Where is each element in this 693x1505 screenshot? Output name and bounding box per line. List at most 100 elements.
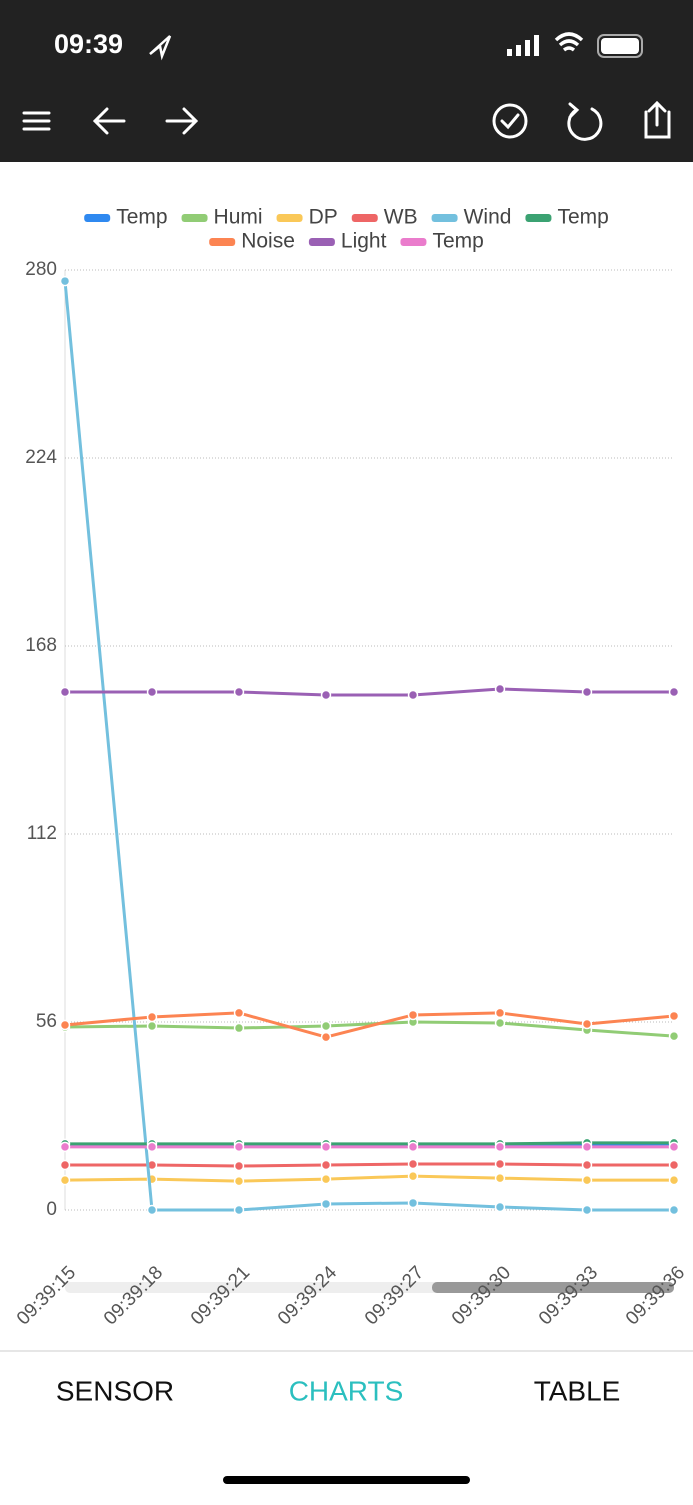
y-tick-label: 112 — [27, 823, 57, 844]
wifi-icon — [554, 32, 584, 52]
data-point — [233, 1007, 245, 1019]
data-point — [581, 686, 593, 698]
legend-item[interactable]: Humi — [181, 206, 263, 229]
data-point — [320, 1198, 332, 1210]
data-point — [59, 1174, 71, 1186]
signal-icon — [507, 35, 539, 56]
check-button[interactable] — [492, 103, 528, 139]
legend-item[interactable]: DP — [276, 206, 338, 229]
legend-label: DP — [309, 206, 338, 229]
legend-swatch — [431, 214, 458, 222]
legend-label: Light — [341, 230, 387, 253]
location-icon — [149, 35, 172, 61]
tab-sensor[interactable]: SENSOR — [56, 1375, 174, 1406]
tab-charts[interactable]: CHARTS — [289, 1375, 404, 1406]
back-button[interactable] — [92, 107, 126, 135]
data-point — [494, 683, 506, 695]
y-tick-label: 224 — [25, 447, 57, 468]
data-point — [233, 1022, 245, 1034]
data-point — [668, 1141, 680, 1153]
legend-swatch — [351, 214, 378, 222]
y-tick-label: 0 — [46, 1199, 57, 1220]
data-point — [320, 1031, 332, 1043]
data-point — [494, 1158, 506, 1170]
data-point — [581, 1159, 593, 1171]
legend-item[interactable]: Temp — [84, 206, 168, 229]
y-tick-label: 56 — [36, 1011, 57, 1032]
x-tick-label: 09:39:24 — [274, 1262, 341, 1329]
data-point — [320, 1020, 332, 1032]
home-indicator — [223, 1476, 470, 1484]
legend-label: Wind — [464, 206, 512, 229]
data-point — [494, 1141, 506, 1153]
top-bar — [0, 0, 693, 162]
legend-item[interactable]: Wind — [431, 206, 512, 229]
legend-label: Noise — [241, 230, 295, 253]
x-tick-label: 09:39:33 — [535, 1262, 602, 1329]
data-point — [59, 686, 71, 698]
x-tick-label: 09:39:15 — [13, 1262, 80, 1329]
legend-swatch — [400, 238, 427, 246]
x-tick-label: 09:39:30 — [448, 1262, 515, 1329]
legend-item[interactable]: WB — [351, 206, 418, 229]
data-point — [59, 1019, 71, 1031]
data-point — [320, 1173, 332, 1185]
data-point — [581, 1204, 593, 1216]
series-line — [64, 1174, 674, 1183]
battery-level — [601, 38, 639, 54]
menu-button[interactable] — [22, 111, 51, 131]
legend-item[interactable]: Temp — [400, 230, 484, 253]
data-point — [146, 1011, 158, 1023]
x-tick-label: 09:39:18 — [100, 1262, 167, 1329]
legend-label: Humi — [214, 206, 263, 229]
zoom-handle[interactable] — [432, 1282, 674, 1293]
refresh-button[interactable] — [567, 102, 603, 141]
series-line — [65, 687, 674, 697]
data-point — [407, 1158, 419, 1170]
data-point — [59, 275, 71, 287]
legend-label: Temp — [116, 206, 167, 229]
battery-icon — [597, 34, 643, 58]
share-button[interactable] — [644, 100, 671, 139]
forward-button[interactable] — [165, 107, 199, 135]
tab-table[interactable]: TABLE — [534, 1375, 621, 1406]
x-tick-label: 09:39:21 — [187, 1262, 254, 1329]
data-point — [668, 1030, 680, 1042]
legend-label: Temp — [557, 206, 608, 229]
data-point — [320, 689, 332, 701]
legend-swatch — [308, 238, 335, 246]
data-point — [146, 686, 158, 698]
legend-item[interactable]: Light — [308, 230, 387, 253]
data-point — [59, 1141, 71, 1153]
data-point — [494, 1201, 506, 1213]
legend-label: WB — [384, 206, 418, 229]
legend-swatch — [525, 214, 552, 222]
series-line — [65, 1141, 674, 1146]
data-point — [146, 1020, 158, 1032]
data-point — [233, 686, 245, 698]
data-point — [581, 1141, 593, 1153]
series-line — [65, 1162, 674, 1168]
legend-item[interactable]: Noise — [209, 230, 295, 253]
data-point — [233, 1204, 245, 1216]
data-point — [146, 1141, 158, 1153]
data-point — [494, 1017, 506, 1029]
data-point — [233, 1141, 245, 1153]
series-line — [64, 1020, 675, 1038]
data-point — [494, 1007, 506, 1019]
x-tick-label: 09:39:36 — [622, 1262, 689, 1329]
data-point — [668, 686, 680, 698]
data-point — [407, 1009, 419, 1021]
legend-swatch — [181, 214, 208, 222]
data-point — [581, 1174, 593, 1186]
data-point — [668, 1159, 680, 1171]
data-point — [668, 1010, 680, 1022]
data-point — [407, 1170, 419, 1182]
status-time: 09:39 — [54, 29, 123, 59]
y-tick-label: 280 — [25, 259, 57, 280]
data-point — [581, 1018, 593, 1030]
data-point — [407, 689, 419, 701]
data-point — [146, 1204, 158, 1216]
data-point — [407, 1197, 419, 1209]
legend-item[interactable]: Temp — [525, 206, 609, 229]
